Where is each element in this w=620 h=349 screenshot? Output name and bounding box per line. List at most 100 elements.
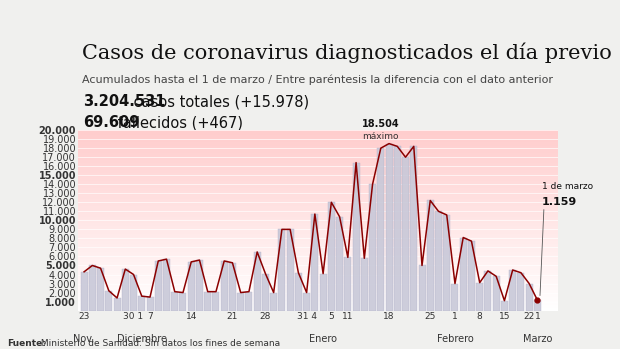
Bar: [459, 238, 467, 311]
Bar: [78, 248, 558, 249]
Bar: [353, 163, 360, 311]
Bar: [78, 222, 558, 223]
Bar: [78, 260, 558, 261]
Bar: [78, 136, 558, 137]
Bar: [78, 289, 558, 290]
Text: Ministerio de Sanidad. Sin datos los fines de semana: Ministerio de Sanidad. Sin datos los fin…: [38, 339, 281, 348]
Bar: [78, 172, 558, 173]
Bar: [78, 275, 558, 276]
Bar: [78, 292, 558, 294]
Bar: [122, 269, 129, 311]
Bar: [78, 232, 558, 233]
Bar: [78, 223, 558, 224]
Bar: [78, 241, 558, 242]
Text: casos totales (+15.978): casos totales (+15.978): [129, 94, 309, 109]
Bar: [78, 307, 558, 308]
Bar: [78, 283, 558, 284]
Bar: [78, 188, 558, 189]
Bar: [78, 153, 558, 154]
Bar: [78, 258, 558, 259]
Bar: [78, 169, 558, 170]
Bar: [163, 259, 170, 311]
Bar: [534, 300, 541, 311]
Text: Casos de coronavirus diagnosticados el día previo: Casos de coronavirus diagnosticados el d…: [82, 43, 612, 63]
Bar: [361, 258, 368, 311]
Bar: [78, 227, 558, 228]
Bar: [171, 292, 179, 311]
Bar: [78, 200, 558, 201]
Bar: [509, 270, 516, 311]
Bar: [97, 268, 104, 311]
Bar: [78, 264, 558, 265]
Bar: [78, 185, 558, 187]
Bar: [78, 249, 558, 251]
Bar: [78, 146, 558, 147]
Bar: [78, 192, 558, 193]
Bar: [278, 229, 285, 311]
Bar: [78, 305, 558, 306]
Bar: [336, 217, 343, 311]
Text: Febrero: Febrero: [436, 334, 473, 344]
Bar: [78, 300, 558, 301]
Bar: [78, 270, 558, 271]
Bar: [78, 247, 558, 248]
Text: Enero: Enero: [309, 334, 337, 344]
Bar: [78, 265, 558, 266]
Bar: [78, 193, 558, 194]
Bar: [78, 133, 558, 134]
Text: 69.609: 69.609: [83, 116, 140, 131]
Bar: [78, 224, 558, 225]
Bar: [369, 184, 376, 311]
Bar: [78, 261, 558, 262]
Bar: [435, 211, 442, 311]
Bar: [410, 146, 417, 311]
Bar: [78, 134, 558, 135]
Bar: [402, 157, 409, 311]
Bar: [78, 178, 558, 179]
Bar: [78, 166, 558, 168]
Bar: [78, 219, 558, 220]
Bar: [78, 207, 558, 208]
Bar: [295, 273, 302, 311]
Text: Diciembre: Diciembre: [117, 334, 167, 344]
Bar: [78, 301, 558, 302]
Bar: [78, 244, 558, 246]
Bar: [78, 216, 558, 217]
Bar: [378, 148, 384, 311]
Bar: [78, 229, 558, 230]
Bar: [78, 139, 558, 140]
Bar: [78, 211, 558, 212]
Bar: [78, 285, 558, 287]
Bar: [311, 214, 318, 311]
Bar: [328, 202, 335, 311]
Bar: [78, 189, 558, 190]
Bar: [78, 212, 558, 213]
Bar: [78, 154, 558, 155]
Bar: [344, 257, 352, 311]
Bar: [493, 276, 500, 311]
Bar: [518, 273, 525, 311]
Bar: [78, 170, 558, 171]
Bar: [78, 152, 558, 153]
Bar: [78, 144, 558, 146]
Bar: [78, 294, 558, 295]
Bar: [78, 276, 558, 277]
Bar: [155, 261, 162, 311]
Text: 1.159: 1.159: [541, 197, 577, 207]
Bar: [78, 171, 558, 172]
Bar: [78, 182, 558, 183]
Bar: [78, 199, 558, 200]
Bar: [78, 268, 558, 270]
Bar: [78, 179, 558, 181]
Bar: [303, 292, 310, 311]
Bar: [78, 255, 558, 257]
Bar: [78, 160, 558, 161]
Bar: [78, 228, 558, 229]
Bar: [78, 277, 558, 278]
Bar: [81, 272, 87, 311]
Bar: [386, 143, 392, 311]
Bar: [78, 155, 558, 157]
Bar: [78, 168, 558, 169]
Bar: [78, 198, 558, 199]
Bar: [78, 141, 558, 142]
